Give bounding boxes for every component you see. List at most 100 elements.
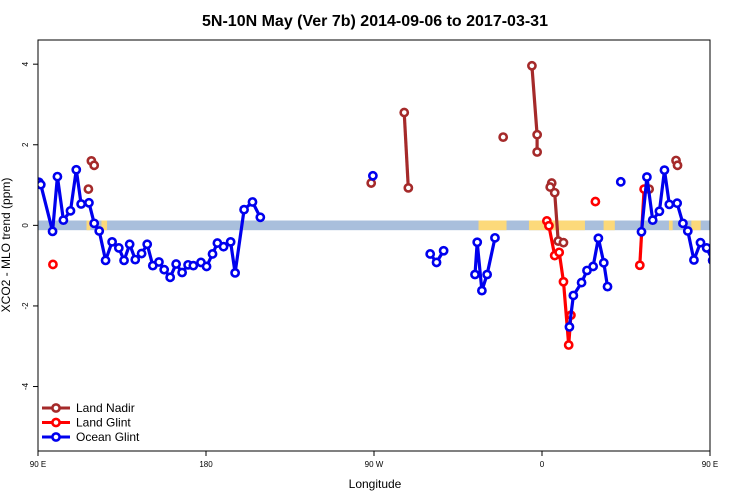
- data-point: [615, 176, 626, 187]
- data-point: [563, 340, 574, 350]
- data-point: [549, 187, 560, 198]
- data-point: [255, 212, 266, 223]
- data-point: [588, 261, 599, 272]
- data-point: [136, 248, 147, 259]
- data-point: [532, 147, 543, 157]
- chart-title: 5N-10N May (Ver 7b) 2014-09-06 to 2017-0…: [202, 13, 548, 30]
- x-tick-label: 90 E: [702, 460, 718, 469]
- data-point: [124, 239, 135, 250]
- x-axis-label: Longitude: [349, 477, 402, 491]
- data-point: [470, 269, 480, 280]
- data-point: [672, 198, 683, 209]
- data-point: [113, 243, 124, 253]
- legend-label: Land Nadir: [76, 401, 135, 415]
- x-tick-label: 0: [540, 460, 545, 469]
- y-tick-label: 4: [21, 61, 30, 66]
- data-point: [247, 197, 258, 207]
- data-point: [399, 107, 410, 118]
- y-tick-label: 0: [21, 223, 30, 228]
- data-point: [142, 239, 153, 250]
- data-point: [576, 277, 587, 288]
- data-point: [636, 226, 647, 237]
- data-point: [490, 232, 500, 243]
- data-point: [532, 129, 543, 140]
- data-point: [83, 184, 94, 194]
- land-segment: [668, 220, 673, 231]
- data-point: [177, 267, 188, 278]
- data-point: [47, 226, 58, 237]
- data-point: [438, 245, 449, 256]
- data-point: [476, 285, 487, 296]
- data-point: [598, 257, 609, 268]
- data-point: [201, 261, 212, 272]
- data-point: [564, 321, 575, 332]
- data-point: [239, 204, 249, 215]
- y-tick-label: -2: [21, 302, 30, 310]
- legend-label: Ocean Glint: [76, 430, 140, 444]
- series-ocean-glint: [38, 164, 710, 332]
- data-point: [119, 255, 129, 266]
- plot-inner: [38, 60, 710, 350]
- series-line: [402, 112, 410, 188]
- data-point: [672, 160, 683, 171]
- data-point: [230, 267, 241, 278]
- land-segment: [691, 220, 701, 231]
- legend-label: Land Glint: [76, 416, 131, 430]
- data-point: [188, 260, 199, 271]
- data-point: [558, 237, 569, 248]
- y-tick-label: -4: [21, 382, 30, 390]
- legend-marker: [51, 417, 61, 428]
- data-point: [165, 272, 176, 283]
- data-point: [107, 236, 118, 247]
- y-axis-label: XCO2 - MLO trend (ppm): [0, 178, 13, 313]
- land-segment: [478, 220, 507, 231]
- data-point: [634, 260, 645, 271]
- data-point: [568, 290, 579, 301]
- legend-marker: [51, 403, 61, 413]
- data-point: [642, 172, 652, 182]
- series-land-nadir: [83, 60, 683, 248]
- data-point: [52, 171, 63, 182]
- data-point: [159, 264, 170, 275]
- series-land-glint: [48, 184, 650, 350]
- data-point: [689, 255, 699, 265]
- data-point: [65, 205, 76, 216]
- land-segment: [603, 220, 615, 231]
- plot-frame: [37, 39, 711, 452]
- data-point: [593, 233, 604, 244]
- data-point: [682, 226, 693, 236]
- data-point: [544, 220, 554, 231]
- reference-band: [38, 220, 710, 231]
- data-point: [225, 236, 236, 247]
- legend-marker: [51, 432, 61, 442]
- data-point: [602, 281, 613, 292]
- data-point: [367, 170, 378, 181]
- data-point: [89, 160, 100, 171]
- data-point: [554, 247, 565, 258]
- x-tick-label: 180: [199, 460, 213, 469]
- data-point: [527, 60, 537, 71]
- data-point: [664, 199, 675, 210]
- data-point: [76, 199, 87, 209]
- data-point: [130, 254, 141, 265]
- data-point: [425, 249, 436, 259]
- y-tick-label: 2: [21, 142, 30, 147]
- data-point: [590, 196, 601, 207]
- data-point: [207, 249, 218, 259]
- data-point: [94, 226, 105, 236]
- data-point: [84, 197, 94, 208]
- data-point: [218, 241, 229, 252]
- land-segment: [86, 220, 91, 231]
- data-point: [154, 257, 164, 267]
- data-point: [58, 215, 69, 226]
- data-point: [482, 269, 493, 280]
- data-point: [678, 218, 688, 229]
- data-point: [431, 257, 442, 268]
- data-point: [48, 259, 58, 270]
- data-point: [89, 218, 100, 229]
- data-point: [472, 237, 483, 248]
- plot-area: 90 E 180 90 W 0 90 E -4 -2 0 2 4: [21, 39, 718, 469]
- data-point: [171, 259, 182, 269]
